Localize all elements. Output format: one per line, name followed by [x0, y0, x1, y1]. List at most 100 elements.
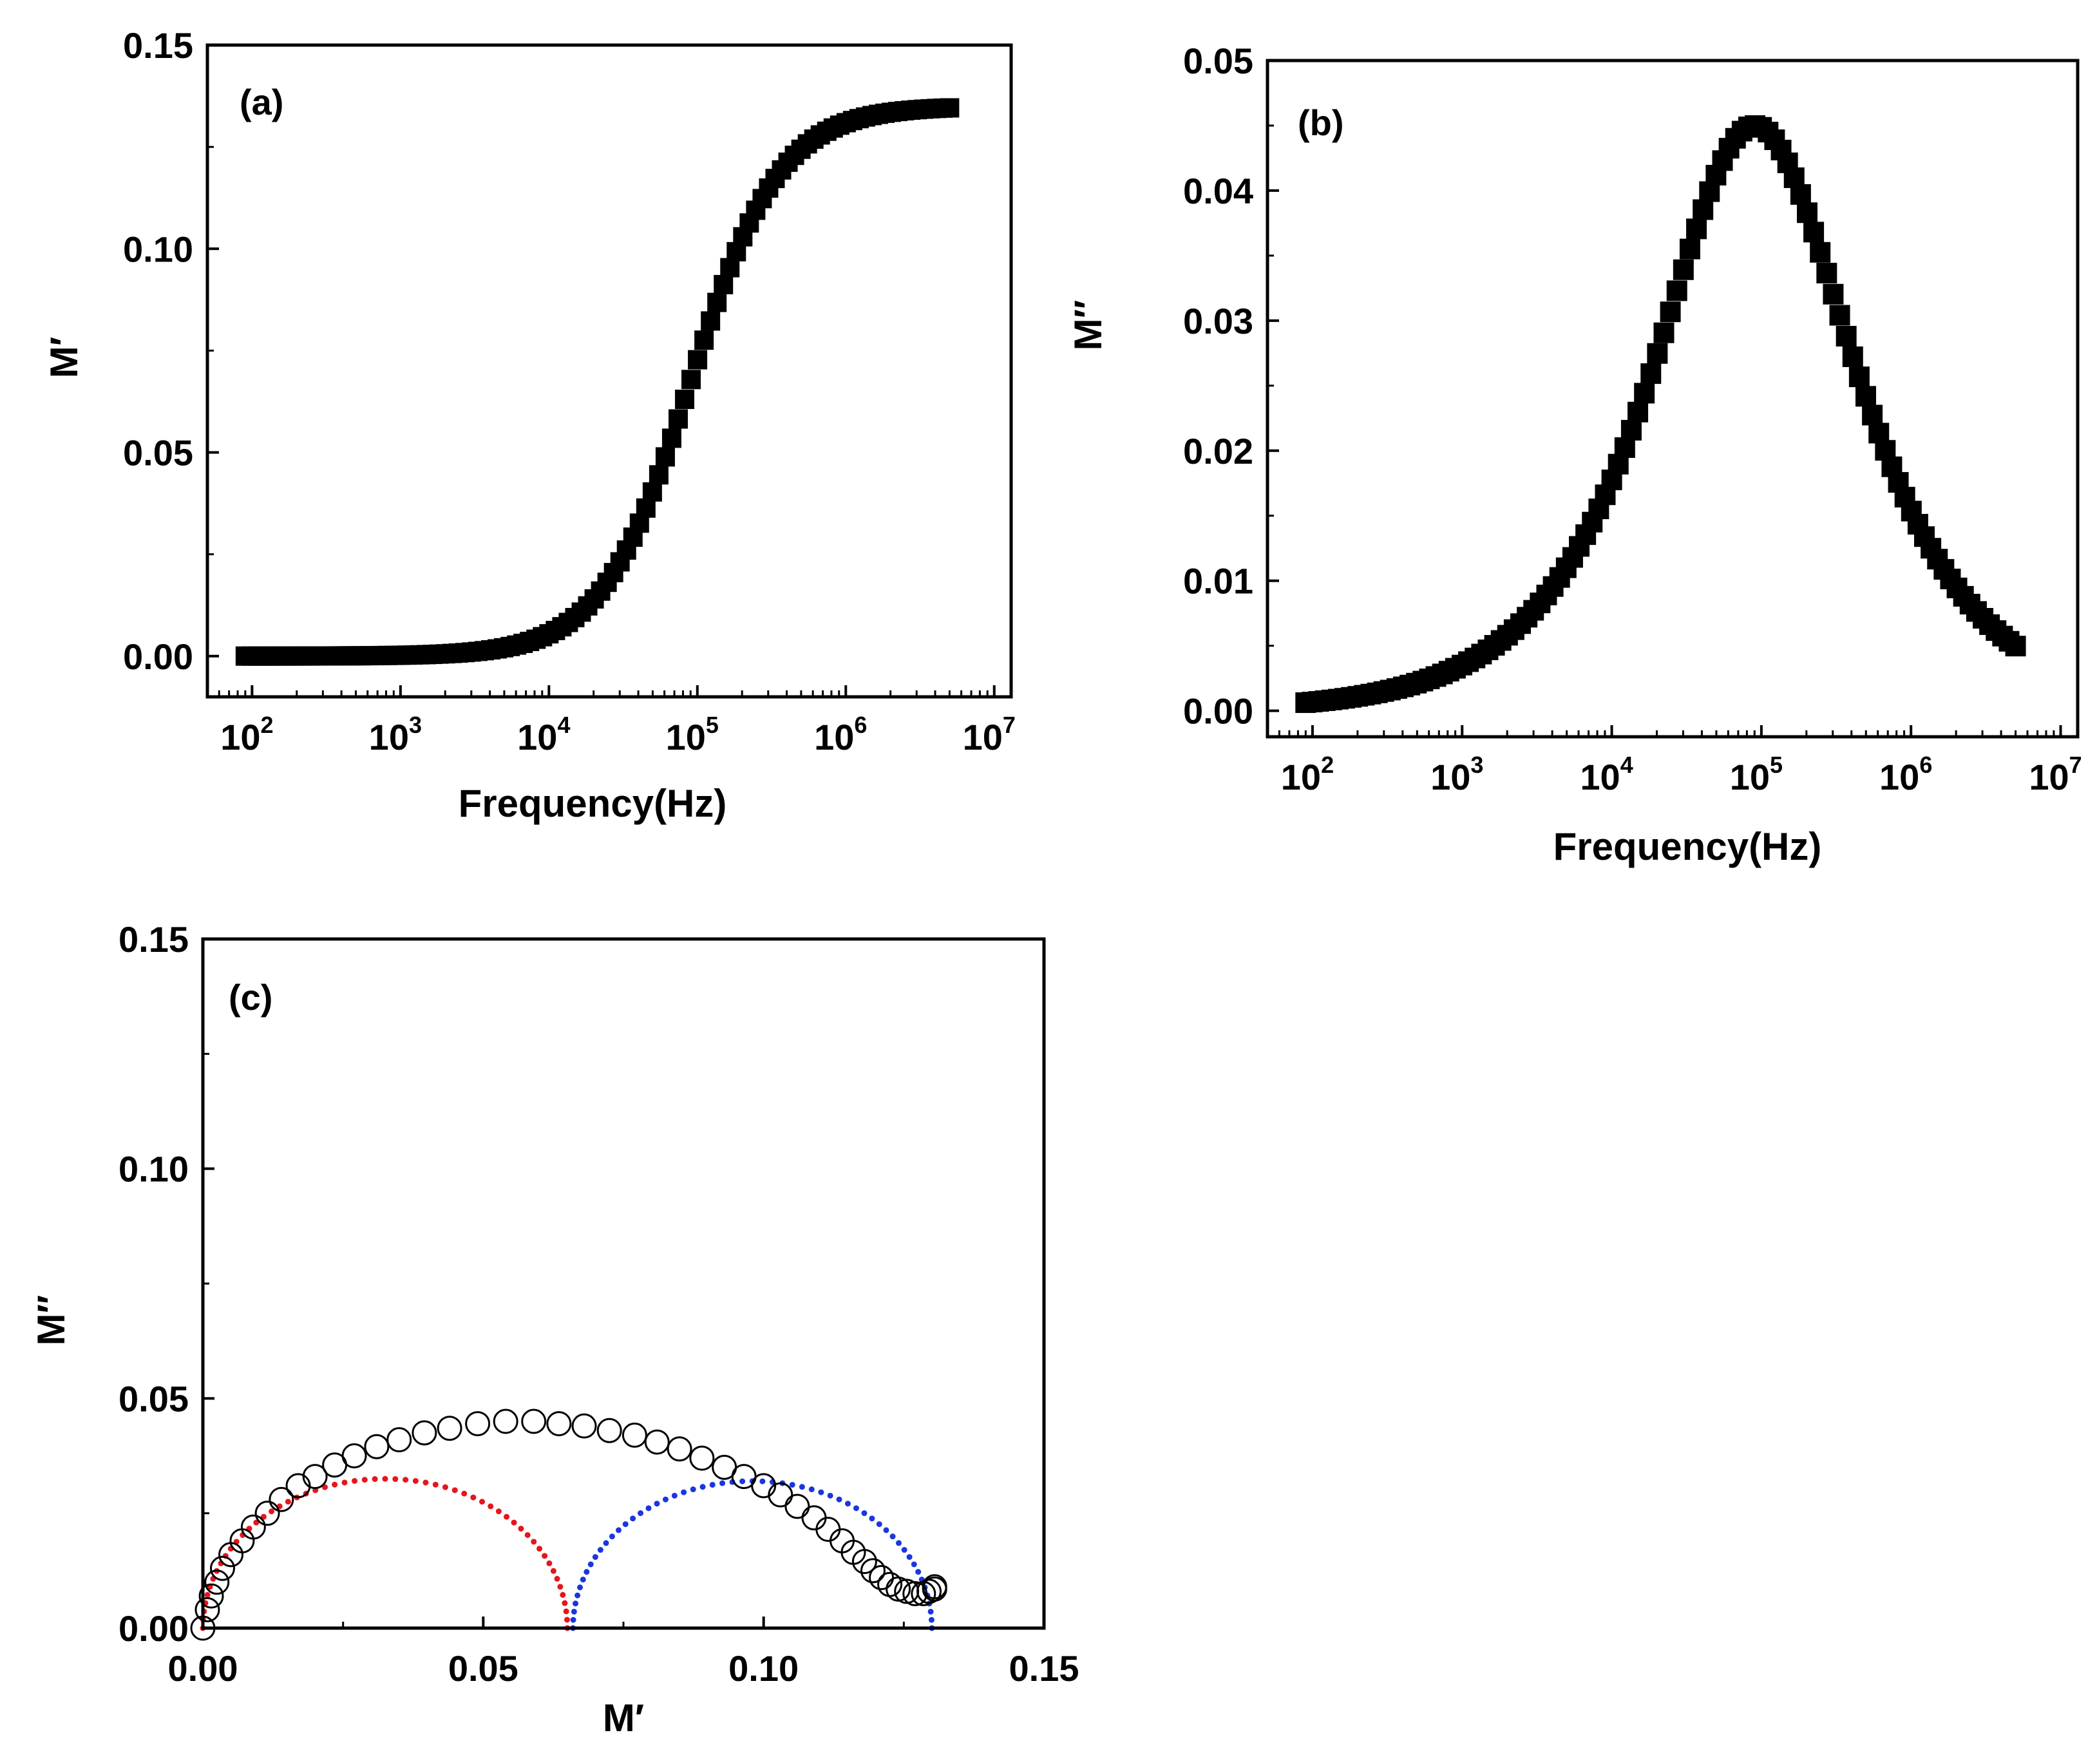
- data-point-square: [1647, 343, 1668, 364]
- fit-arc-dot: [518, 1526, 524, 1532]
- x-tick-exponent: 7: [1003, 712, 1016, 738]
- data-point-open-circle: [198, 1583, 224, 1609]
- x-tick-base: 10: [666, 717, 706, 757]
- x-tick-label: 106: [1879, 752, 1932, 797]
- data-point-open-circle: [437, 1416, 462, 1441]
- fit-arc-dot: [495, 1508, 502, 1515]
- panel-a-x-axis-label: Frequency(Hz): [459, 782, 727, 825]
- y-tick-label: 0.00: [1183, 691, 1253, 732]
- fit-arc-dot: [927, 1608, 934, 1615]
- data-point-open-circle: [902, 1581, 928, 1606]
- data-point-open-circle: [493, 1408, 518, 1434]
- y-tick-label: 0.10: [119, 1149, 189, 1190]
- data-point-square: [1634, 383, 1655, 404]
- x-tick-base: 10: [1430, 757, 1470, 797]
- fit-arc-dot: [818, 1489, 824, 1495]
- fit-arc-dot: [511, 1519, 517, 1526]
- data-point-square: [681, 370, 701, 390]
- fit-arc-dot: [662, 1496, 669, 1503]
- fit-arc-dot: [827, 1492, 833, 1499]
- fit-arc-dot: [372, 1476, 378, 1483]
- fit-arc-dot: [869, 1515, 875, 1522]
- panel-b-x-axis-label: Frequency(Hz): [1553, 825, 1822, 868]
- fit-arc-dot: [531, 1539, 537, 1545]
- fit-arc-dot: [536, 1546, 543, 1552]
- data-point-square: [1640, 363, 1662, 384]
- y-tick-label: 0.02: [1183, 431, 1253, 471]
- data-point-open-circle: [546, 1411, 572, 1437]
- data-point-open-circle: [302, 1464, 328, 1490]
- data-point-open-circle: [751, 1473, 777, 1499]
- fit-arc-dot: [719, 1480, 726, 1486]
- data-point-square: [1673, 259, 1694, 280]
- data-point-square: [655, 447, 675, 467]
- data-point-square: [1848, 366, 1870, 388]
- y-tick-label: 0.00: [119, 1608, 189, 1649]
- fit-arc-dot: [622, 1521, 629, 1528]
- fit-arc-dot: [504, 1513, 510, 1520]
- data-point-open-circle: [195, 1597, 220, 1622]
- fit-arc-dot: [461, 1490, 468, 1497]
- data-point-square: [1803, 222, 1825, 243]
- y-tick-label: 0.05: [1183, 41, 1253, 81]
- x-tick-exponent: 4: [1620, 752, 1633, 778]
- fit-arc-dot: [488, 1503, 494, 1510]
- fit-arc-dot: [645, 1505, 652, 1512]
- fit-arc-dot: [609, 1533, 615, 1540]
- fit-arc-dot: [853, 1505, 859, 1512]
- fit-arc-dot: [570, 1617, 576, 1623]
- fit-arc-dot: [681, 1489, 687, 1495]
- fit-arc-dot: [524, 1532, 531, 1538]
- data-point-square: [1829, 305, 1850, 326]
- data-point-square: [1693, 199, 1714, 220]
- y-tick-label: 0.00: [123, 636, 193, 677]
- fit-arc-dot: [901, 1547, 907, 1553]
- data-point-square: [1855, 386, 1877, 407]
- y-tick-label: 0.04: [1183, 171, 1253, 211]
- x-tick-label: 107: [2029, 752, 2082, 797]
- panel-a-points: [235, 98, 960, 666]
- fit-arc-dot: [928, 1617, 935, 1623]
- data-point-open-circle: [596, 1418, 622, 1443]
- y-tick-label: 0.15: [119, 919, 189, 960]
- panel-b-points: [1295, 115, 2026, 714]
- x-tick-exponent: 5: [1770, 752, 1783, 778]
- x-tick-exponent: 2: [1321, 752, 1334, 778]
- data-point-square: [1810, 242, 1831, 263]
- fit-arc-dot: [915, 1569, 922, 1575]
- x-tick-exponent: 6: [854, 712, 867, 738]
- fit-arc-dot: [592, 1554, 598, 1560]
- data-point-open-circle: [521, 1408, 547, 1434]
- data-point-open-circle: [689, 1445, 715, 1471]
- fit-arc-dot: [546, 1560, 553, 1566]
- data-point-open-circle: [364, 1434, 390, 1459]
- data-point-square: [940, 98, 960, 118]
- fit-arc-dot: [422, 1479, 429, 1486]
- y-tick-label: 0.15: [123, 25, 193, 66]
- data-point-open-circle: [412, 1420, 437, 1446]
- fit-arc-dot: [557, 1584, 564, 1590]
- x-tick-base: 10: [517, 717, 557, 757]
- data-point-open-circle: [209, 1555, 235, 1581]
- data-point-square: [1842, 346, 1863, 367]
- fit-arc-dot: [597, 1547, 603, 1553]
- fit-arc-dot: [573, 1600, 579, 1607]
- data-point-open-circle: [285, 1473, 311, 1499]
- data-point-square: [694, 330, 714, 350]
- fit-arc-dot: [876, 1521, 882, 1528]
- y-tick-label: 0.05: [119, 1378, 189, 1419]
- data-point-square: [1679, 238, 1700, 260]
- x-tick-base: 10: [369, 717, 409, 757]
- data-point-square: [2005, 636, 2026, 657]
- x-tick-label: 107: [963, 712, 1016, 757]
- fit-arc-dot: [269, 1508, 275, 1515]
- fit-arc-dot: [603, 1540, 609, 1546]
- fit-arc-dot: [470, 1494, 477, 1501]
- panel-b-frame: [1266, 59, 2080, 739]
- fit-arc-dot: [562, 1600, 568, 1606]
- data-point-square: [675, 390, 695, 410]
- x-tick-label: 104: [517, 712, 570, 757]
- fit-arc-dot: [630, 1515, 636, 1522]
- data-point-square: [1862, 404, 1883, 426]
